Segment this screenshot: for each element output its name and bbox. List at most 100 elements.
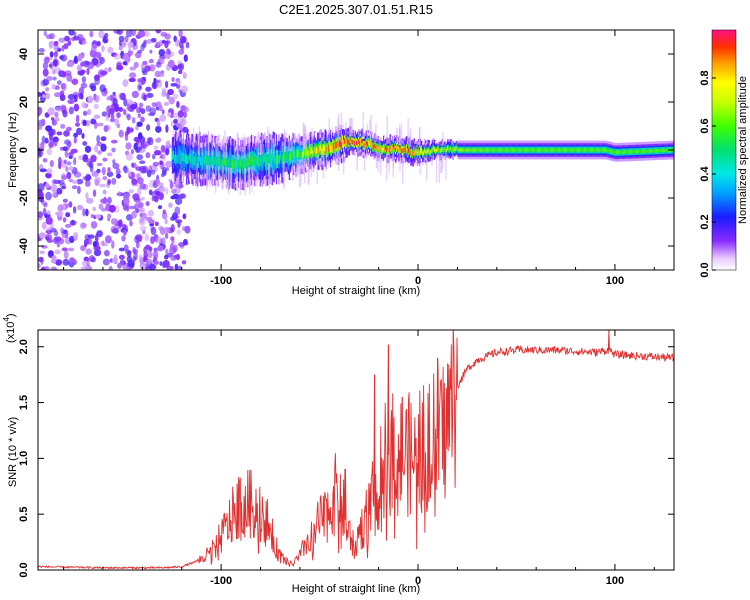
ridge-streak	[209, 165, 211, 184]
noise-speckle	[124, 132, 129, 142]
ridge-cell	[487, 148, 489, 152]
ridge-streak	[308, 135, 310, 148]
ridge-cell	[402, 148, 405, 153]
noise-speckle	[51, 83, 56, 90]
noise-speckle	[50, 183, 58, 193]
noise-speckle	[183, 110, 187, 119]
noise-speckle	[38, 256, 44, 263]
ridge-cell	[620, 150, 622, 154]
ridge-cell	[533, 148, 536, 152]
ridge-streak	[351, 118, 353, 137]
ridge-cell	[488, 148, 490, 152]
ridge-cell	[556, 148, 558, 152]
ridge-cell	[617, 150, 619, 154]
ridge-cell	[536, 148, 539, 152]
ridge-cell	[506, 148, 509, 152]
spectrogram-ylabel: Frequency (Hz)	[7, 112, 19, 188]
ridge-cell	[453, 147, 456, 152]
ridge-cell	[430, 149, 433, 154]
ridge-cell	[642, 149, 645, 153]
ridge-streak	[445, 154, 447, 180]
ridge-cell	[455, 146, 458, 150]
noise-speckle	[135, 201, 140, 206]
ridge-cell	[179, 150, 182, 160]
noise-speckle	[172, 93, 179, 100]
noise-speckle	[38, 232, 47, 239]
ridge-cell	[171, 151, 174, 160]
ridge-streak	[260, 139, 262, 155]
ridge-cell	[405, 146, 408, 151]
ridge-cell	[180, 154, 183, 164]
noise-speckle	[165, 148, 170, 156]
noise-speckle	[72, 185, 78, 190]
ridge-cell	[498, 148, 501, 152]
ridge-cell	[604, 148, 606, 152]
noise-speckle	[118, 35, 125, 42]
ridge-cell	[400, 146, 402, 151]
noise-speckle	[146, 92, 154, 98]
y-tick-label: 1.5	[18, 395, 30, 410]
ridge-cell	[306, 148, 308, 155]
ridge-cell	[334, 143, 336, 151]
ridge-cell	[568, 148, 570, 152]
ridge-cell	[294, 151, 296, 159]
noise-speckle	[148, 58, 154, 64]
ridge-cell	[635, 149, 638, 154]
noise-speckle	[66, 61, 74, 68]
ridge-streak	[196, 163, 198, 189]
ridge-cell	[291, 150, 293, 159]
noise-speckle	[136, 121, 143, 127]
spectrogram-ticks: -100 0 100 -40 -20 0 20 40	[18, 30, 674, 287]
ridge-cell	[592, 148, 594, 152]
noise-speckle	[127, 41, 134, 48]
noise-speckle	[107, 196, 112, 204]
noise-speckle	[45, 92, 51, 100]
noise-speckle	[170, 83, 178, 87]
ridge-cell	[560, 148, 563, 152]
noise-speckle	[80, 266, 89, 270]
noise-speckle	[75, 114, 80, 123]
ridge-streak	[305, 129, 307, 149]
noise-speckle	[60, 123, 66, 129]
ridge-cell	[335, 141, 338, 149]
noise-speckle	[46, 168, 53, 174]
ridge-streak	[375, 123, 377, 142]
ridge-cell	[192, 156, 195, 165]
noise-speckle	[146, 169, 152, 178]
noise-speckle	[158, 49, 166, 57]
noise-speckle	[48, 250, 54, 257]
ridge-cell	[353, 141, 356, 146]
noise-speckle	[182, 226, 188, 232]
ridge-cell	[298, 149, 301, 157]
ridge-cell	[529, 148, 531, 152]
ridge-cell	[345, 140, 347, 146]
noise-speckle	[123, 165, 128, 174]
noise-speckle	[87, 234, 95, 239]
noise-speckle	[168, 144, 172, 149]
colorbar-tick-label: 0.8	[699, 70, 711, 85]
ridge-cell	[587, 148, 590, 152]
ridge-streak	[337, 118, 339, 141]
noise-speckle	[62, 258, 70, 266]
noise-speckle	[150, 37, 157, 43]
noise-speckle	[118, 129, 124, 138]
ridge-cell	[414, 151, 417, 156]
ridge-streak	[317, 155, 320, 166]
noise-speckle	[176, 229, 182, 235]
snr-multiplier-base: (x10	[5, 322, 17, 343]
noise-speckle	[52, 188, 56, 197]
ridge-streak	[201, 142, 203, 155]
ridge-cell	[271, 155, 274, 165]
noise-speckle	[57, 204, 63, 213]
ridge-cell	[217, 157, 219, 166]
ridge-streak	[363, 148, 366, 171]
ridge-cell	[580, 148, 582, 152]
ridge-cell	[583, 148, 586, 152]
noise-speckle	[124, 249, 132, 255]
ridge-cell	[341, 138, 344, 145]
ridge-cell	[615, 150, 618, 154]
ridge-streak	[388, 153, 390, 174]
ridge-streak	[366, 123, 369, 140]
noise-speckle	[116, 112, 121, 119]
